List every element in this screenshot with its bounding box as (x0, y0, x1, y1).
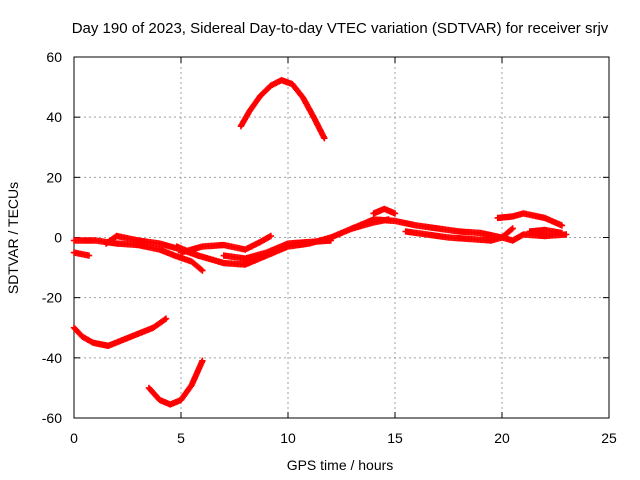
series-track-2 (70, 249, 93, 259)
series-track-11 (526, 226, 566, 237)
y-tick-label: 0 (54, 230, 62, 246)
series-track-10 (494, 210, 566, 229)
series-arc-low-left (70, 315, 170, 349)
y-tick-label: 40 (46, 109, 62, 125)
data-point (327, 237, 334, 244)
x-tick-label: 15 (387, 430, 403, 446)
series-track-6 (220, 237, 334, 262)
y-tick-label: -20 (42, 290, 62, 306)
y-axis-label: SDTVAR / TECUs (5, 182, 21, 294)
data-point (321, 135, 328, 142)
y-tick-label: -60 (42, 410, 62, 426)
data-point (558, 222, 566, 229)
chart-title: Day 190 of 2023, Sidereal Day-to-day VTE… (72, 20, 609, 37)
x-tick-label: 25 (601, 430, 617, 446)
data-point (199, 267, 206, 274)
data-point (198, 266, 205, 273)
y-tick-label: -40 (42, 350, 62, 366)
x-axis-label: GPS time / hours (287, 457, 394, 473)
data-point (391, 210, 399, 217)
series-arc-high (237, 76, 328, 142)
data-point (199, 357, 206, 365)
data-point (563, 231, 570, 238)
x-tick-label: 10 (280, 430, 296, 446)
x-tick-label: 20 (494, 430, 510, 446)
series-track-8 (370, 205, 399, 217)
y-tick-label: 20 (46, 169, 62, 185)
data-layer (70, 76, 570, 408)
data-point (267, 232, 275, 240)
data-point (509, 225, 516, 232)
data-point (85, 252, 93, 259)
x-tick-label: 0 (70, 430, 78, 446)
y-tick-label: 60 (46, 49, 62, 65)
data-point (161, 316, 168, 323)
data-point (508, 226, 515, 233)
series-track-9 (402, 225, 516, 244)
data-point (558, 229, 566, 237)
tick-layer: 0 5 10 15 20 25 -60 -40 -20 0 20 40 60 (42, 49, 617, 446)
x-tick-label: 5 (177, 430, 185, 446)
series-arc-bottom (145, 357, 206, 408)
data-point (162, 315, 170, 322)
